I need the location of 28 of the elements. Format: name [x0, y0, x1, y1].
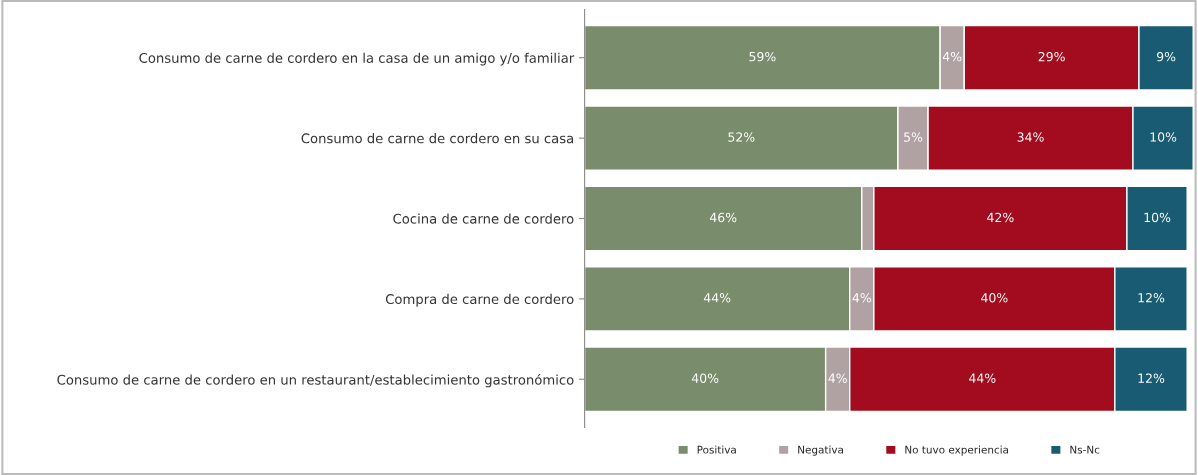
data-label: 34%: [1017, 132, 1044, 142]
data-label: 29%: [1038, 51, 1065, 62]
data-label: 44%: [969, 373, 996, 383]
data-label: 46%: [709, 212, 737, 223]
data-label: 59%: [749, 51, 776, 62]
data-label: 44%: [703, 293, 731, 303]
data-label: 9%: [1156, 51, 1176, 62]
legend-label: Negativa: [798, 445, 843, 456]
y-tick-label: Consumo de carne de cordero en su casa: [301, 133, 574, 144]
data-label: 4%: [942, 51, 962, 62]
y-tick-label: Consumo de carne de cordero en la casa de un amigo y/o familiar: [139, 52, 575, 66]
data-label: 4%: [852, 293, 872, 303]
data-label: 40%: [691, 373, 719, 383]
legend-label: Positiva: [697, 445, 736, 454]
data-label: 10%: [1144, 212, 1171, 223]
y-tick-label: Compra de carne de cordero: [385, 293, 574, 307]
y-tick-label: Consumo de carne de cordero en un restaurant/establecimiento gastronómico: [57, 373, 574, 388]
data-label: 12%: [1138, 293, 1165, 303]
legend-label: Ns-Nc: [1070, 445, 1100, 454]
y-tick-label: Cocina de carne de cordero: [393, 213, 574, 224]
data-label: 12%: [1138, 373, 1165, 383]
data-label: 4%: [828, 373, 847, 383]
data-label: 5%: [904, 132, 923, 142]
data-label: 10%: [1150, 132, 1177, 142]
data-label: 52%: [728, 132, 755, 142]
data-label: 42%: [987, 212, 1014, 223]
legend-label: No tuvo experiencia: [905, 445, 1009, 456]
data-label: 40%: [981, 293, 1008, 303]
